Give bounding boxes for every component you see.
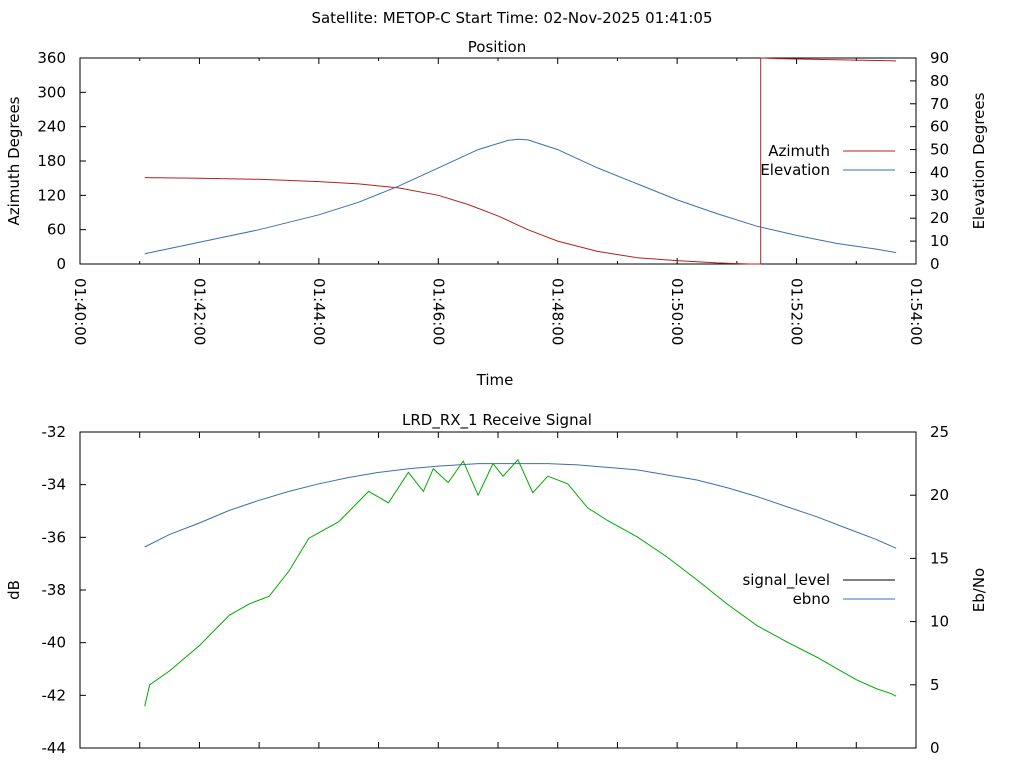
x-tick-label: 01:50:00 <box>668 278 686 345</box>
y-tick-label: 120 <box>37 186 66 204</box>
position-chart-title: Position <box>468 38 526 56</box>
signal-legend: signal_level ebno <box>742 571 895 608</box>
position-legend: Azimuth Elevation <box>760 142 895 179</box>
legend-label-ebno: ebno <box>793 590 830 608</box>
position-y-axis-label: Azimuth Degrees <box>5 96 23 225</box>
signal-y-axis-label: dB <box>5 580 23 600</box>
y2-tick-label: 20 <box>930 486 949 504</box>
series-line-signal-trace <box>144 458 897 707</box>
y2-tick-label: 40 <box>930 163 949 181</box>
y2-tick-label: 10 <box>930 613 949 631</box>
y-tick-label: 180 <box>37 152 66 170</box>
y-tick-label: 360 <box>37 49 66 67</box>
y-tick-label: -42 <box>42 686 67 704</box>
y-tick-label: -36 <box>42 528 67 546</box>
y-tick-label: -40 <box>42 634 67 652</box>
position-y2-axis-label: Elevation Degrees <box>970 92 988 229</box>
y-tick-label: 240 <box>37 118 66 136</box>
y2-tick-label: 70 <box>930 95 949 113</box>
y-tick-label: -32 <box>42 423 67 441</box>
series-line-ebno <box>144 463 897 549</box>
position-x-axis-label: Time <box>476 371 514 389</box>
series-line-elevation <box>144 138 897 255</box>
y2-tick-label: 50 <box>930 141 949 159</box>
y2-tick-label: 90 <box>930 49 949 67</box>
y2-tick-label: 0 <box>930 255 940 273</box>
y-tick-label: -34 <box>42 476 67 494</box>
y2-tick-label: 25 <box>930 423 949 441</box>
y-tick-label: -38 <box>42 581 67 599</box>
x-tick-label: 01:44:00 <box>310 278 328 345</box>
signal-axes: -44 -42 -40 -38 -36 -34 -32 0 5 10 15 20 25 <box>42 423 950 757</box>
signal-chart: LRD_RX_1 Receive Signal -44-42-40-38-36-… <box>5 411 988 757</box>
legend-label-elevation: Elevation <box>760 161 830 179</box>
y2-tick-label: 0 <box>930 739 940 757</box>
x-tick-label: 01:42:00 <box>190 278 208 345</box>
y-tick-label: 300 <box>37 83 66 101</box>
y2-tick-label: 10 <box>930 232 949 250</box>
y2-tick-label: 80 <box>930 72 949 90</box>
position-series <box>144 57 897 265</box>
signal-y2-axis-label: Eb/No <box>970 568 988 612</box>
signal-plot-frame <box>79 431 917 749</box>
position-chart: Position 0 60 120 180 240 300 360 0 10 20 30 40 50 60… <box>5 38 988 389</box>
x-tick-label: 01:40:00 <box>71 278 89 345</box>
y2-tick-label: 30 <box>930 186 949 204</box>
series-line-azimuth <box>144 57 897 265</box>
x-tick-label: 01:52:00 <box>788 278 806 345</box>
signal-series <box>144 458 897 707</box>
x-tick-label: 01:46:00 <box>429 278 447 345</box>
legend-label-signal-level: signal_level <box>742 571 830 590</box>
signal-chart-title: LRD_RX_1 Receive Signal <box>402 411 592 430</box>
y2-tick-label: 15 <box>930 549 949 567</box>
x-tick-label: 01:48:00 <box>549 278 567 345</box>
y-tick-label: -44 <box>42 739 67 757</box>
y-tick-label: 60 <box>47 221 66 239</box>
position-axes: 0 60 120 180 240 300 360 0 10 20 30 40 50 60 70 80 90 01:… <box>37 49 949 345</box>
y2-tick-label: 60 <box>930 118 949 136</box>
y2-tick-label: 5 <box>930 676 940 694</box>
y2-tick-label: 20 <box>930 209 949 227</box>
x-tick-label: 01:54:00 <box>907 278 925 345</box>
figure-title: Satellite: METOP-C Start Time: 02-Nov-20… <box>311 9 712 27</box>
y-tick-label: 0 <box>56 255 66 273</box>
legend-label-azimuth: Azimuth <box>768 142 830 160</box>
